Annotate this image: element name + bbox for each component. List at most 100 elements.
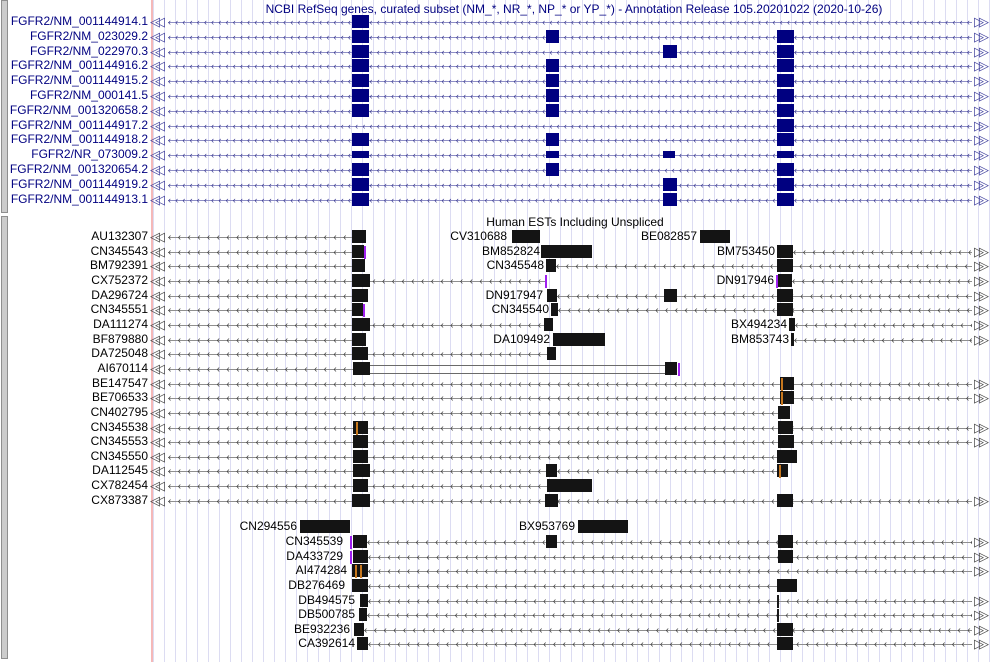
exon-box[interactable] (352, 259, 365, 272)
transcript-label[interactable]: FGFR2/NM_001144918.2 (10, 132, 148, 146)
est-accession-label[interactable]: CN345540 (491, 302, 549, 316)
est-accession-label[interactable]: DA111274 (93, 317, 148, 331)
exon-box[interactable] (777, 637, 793, 650)
intron-line[interactable]: ‹‹‹‹‹‹‹‹‹‹‹‹‹‹‹‹‹‹‹‹‹‹‹‹‹‹‹‹‹‹‹‹‹‹‹‹‹‹‹‹… (168, 31, 972, 44)
exon-box[interactable] (353, 550, 368, 563)
intron-line[interactable]: ‹‹‹‹‹‹‹‹‹‹‹‹‹‹‹‹‹‹‹‹‹‹‹‹‹‹‹‹‹‹‹‹‹‹‹‹‹‹‹‹… (168, 75, 972, 88)
exon-box[interactable] (546, 89, 559, 102)
exon-box[interactable] (353, 535, 367, 548)
exon-box[interactable] (352, 579, 368, 592)
transcript-label[interactable]: FGFR2/NR_073009.2 (31, 147, 148, 161)
intron-line[interactable]: ‹‹‹‹‹‹‹‹‹‹‹‹‹‹‹‹‹‹‹‹‹‹‹‹‹‹‹‹‹‹‹‹‹‹‹‹‹‹‹‹… (168, 495, 972, 508)
exon-box[interactable] (778, 435, 794, 448)
exon-box[interactable] (777, 259, 793, 272)
transcript-label[interactable]: FGFR2/NM_000141.5 (29, 88, 148, 102)
exon-box[interactable] (778, 274, 792, 287)
intron-line[interactable]: ‹‹‹‹‹‹‹‹‹‹‹‹‹‹‹‹‹‹‹‹‹‹‹‹‹‹‹‹‹‹ (794, 334, 972, 347)
exon-box[interactable] (352, 74, 369, 87)
intron-line[interactable]: ‹‹‹‹‹‹‹‹‹‹‹‹‹‹‹‹‹‹‹‹‹‹‹‹‹‹‹‹‹‹‹‹‹‹‹‹‹‹‹‹… (368, 565, 972, 578)
exon-box[interactable] (777, 89, 794, 102)
exon-box[interactable] (777, 494, 793, 507)
exon-box[interactable] (778, 406, 790, 419)
est-accession-label[interactable]: BM852824 (481, 244, 540, 258)
est-accession-label[interactable]: DN917947 (485, 288, 543, 302)
intron-line[interactable]: ‹‹‹‹‹‹‹‹‹‹‹‹‹‹‹‹‹‹‹‹‹‹‹‹‹‹‹‹‹‹‹‹‹‹‹‹‹‹‹‹… (557, 290, 972, 303)
intron-line[interactable]: ‹‹‹‹‹‹‹‹‹‹‹‹‹‹‹‹‹‹‹‹‹‹‹‹‹‹‹‹‹‹‹‹‹‹‹‹‹‹‹‹… (368, 551, 972, 564)
unspliced-double-line[interactable] (370, 365, 665, 374)
est-accession-label[interactable]: DN917946 (716, 273, 774, 287)
exon-box[interactable] (352, 347, 368, 360)
exon-box[interactable] (663, 151, 675, 158)
intron-line[interactable]: ‹‹‹‹‹‹‹‹‹‹‹‹‹‹‹‹‹‹‹‹‹‹‹‹‹‹‹‹‹‹‹‹‹‹‹‹‹‹‹‹… (168, 134, 972, 147)
exon-box[interactable] (352, 245, 364, 258)
exon-box[interactable] (547, 479, 592, 492)
est-accession-label[interactable]: DB494575 (298, 593, 355, 607)
exon-box[interactable] (545, 494, 558, 507)
transcript-label[interactable]: FGFR2/NM_001144915.2 (10, 73, 148, 87)
intron-line[interactable]: ‹‹‹‹‹‹‹‹‹‹‹‹‹‹‹‹‹‹‹‹‹‹‹‹‹‹‹‹‹‹‹‹‹‹‹‹‹‹‹‹… (168, 179, 972, 192)
est-accession-label[interactable]: BX494234 (730, 317, 787, 331)
exon-box[interactable] (352, 193, 369, 206)
exon-box[interactable] (546, 163, 559, 176)
exon-box[interactable] (546, 464, 557, 477)
exon-box[interactable] (544, 318, 553, 331)
transcript-label[interactable]: FGFR2/NM_001144917.2 (10, 118, 148, 132)
track-sidebar-refseq[interactable] (1, 0, 8, 213)
exon-box[interactable] (777, 151, 794, 158)
exon-box[interactable] (546, 151, 559, 158)
exon-box[interactable] (663, 45, 677, 58)
est-accession-label[interactable]: CN345538 (90, 420, 148, 434)
exon-box[interactable] (578, 520, 628, 533)
intron-line[interactable]: ‹‹‹‹‹‹‹‹‹‹‹‹‹‹‹‹‹‹‹‹‹‹‹‹‹‹‹‹‹‹ (792, 275, 972, 288)
est-accession-label[interactable]: CN345551 (90, 302, 148, 316)
intron-line[interactable]: ‹‹‹‹‹‹‹‹‹‹‹‹‹‹‹‹‹‹‹‹‹‹‹‹‹‹‹‹‹‹‹‹‹‹‹‹‹‹‹‹… (168, 465, 777, 478)
est-accession-label[interactable]: AI670114 (97, 361, 149, 375)
exon-box[interactable] (353, 435, 368, 448)
exon-box[interactable] (352, 333, 366, 346)
est-accession-label[interactable]: CN345539 (285, 534, 343, 548)
exon-box[interactable] (777, 133, 794, 146)
intron-line[interactable]: ‹‹‹‹‹‹‹‹‹‹‹‹‹‹‹‹‹‹‹‹‹‹‹‹‹‹‹‹‹‹‹‹‹‹‹‹‹‹‹‹… (168, 164, 972, 177)
exon-box[interactable] (664, 289, 677, 302)
intron-line[interactable]: ‹‹‹‹‹‹‹‹‹‹‹‹‹‹‹‹‹‹‹‹‹‹‹‹‹‹‹‹‹‹‹‹‹ (168, 260, 365, 273)
intron-line[interactable]: ‹‹‹‹‹‹‹‹‹‹‹‹‹‹‹‹‹‹‹‹‹‹‹‹‹‹‹‹‹‹‹‹‹‹‹‹‹‹‹‹… (168, 60, 972, 73)
exon-box[interactable] (777, 303, 793, 316)
transcript-label[interactable]: FGFR2/NM_001320654.2 (9, 162, 148, 176)
exon-box[interactable] (352, 274, 370, 287)
exon-box[interactable] (777, 30, 794, 43)
intron-line[interactable]: ‹‹‹‹‹‹‹‹‹‹‹‹‹‹‹‹‹‹‹‹‹‹‹‹‹‹‹‹‹‹‹‹‹‹‹‹‹‹‹‹… (168, 436, 972, 449)
exon-box[interactable] (777, 104, 794, 117)
intron-line[interactable]: ‹‹‹‹‹‹‹‹‹‹‹‹‹‹‹‹‹‹‹‹‹‹‹‹‹‹‹‹‹‹ (795, 319, 972, 332)
exon-box[interactable] (546, 133, 559, 146)
est-accession-label[interactable]: CX873387 (91, 493, 148, 507)
intron-line[interactable]: ‹‹‹‹‹‹‹‹‹‹‹‹‹‹‹‹‹‹‹‹‹‹‹‹‹‹‹‹‹‹‹‹‹‹‹‹‹‹‹‹… (168, 378, 972, 391)
intron-line[interactable]: ‹‹‹‹‹‹‹‹‹‹‹‹‹‹‹‹‹‹‹‹‹‹‹‹‹‹‹‹‹‹‹‹‹‹‹‹‹‹‹‹… (168, 105, 972, 118)
intron-line[interactable]: ‹‹‹‹‹‹‹‹‹‹‹‹‹‹‹‹‹‹‹‹‹‹‹‹‹‹‹‹‹‹‹‹‹‹‹‹‹‹‹‹… (368, 595, 972, 608)
exon-box[interactable] (352, 45, 369, 58)
exon-box[interactable] (352, 104, 369, 117)
exon-box[interactable] (352, 30, 369, 43)
exon-box[interactable] (352, 15, 369, 28)
exon-box[interactable] (778, 535, 793, 548)
exon-box[interactable] (777, 45, 794, 58)
est-accession-label[interactable]: CX752372 (91, 273, 148, 287)
exon-box[interactable] (357, 637, 368, 650)
transcript-label[interactable]: FGFR2/NM_001144914.1 (10, 14, 148, 28)
exon-box[interactable] (777, 74, 794, 87)
intron-line[interactable]: ‹‹‹‹‹‹‹‹‹‹‹‹‹‹‹‹‹‹‹‹‹‹‹‹‹‹‹‹‹‹‹‹‹‹‹‹‹‹‹‹… (368, 580, 777, 593)
exon-box[interactable] (353, 450, 368, 463)
exon-box[interactable] (553, 333, 605, 346)
exon-box[interactable] (777, 289, 793, 302)
exon-box[interactable] (546, 259, 556, 272)
exon-box[interactable] (354, 623, 364, 636)
exon-box[interactable] (777, 119, 794, 132)
intron-line[interactable]: ‹‹‹‹‹‹‹‹‹‹‹‹‹‹‹‹‹‹‹‹‹‹‹‹‹‹‹‹‹‹‹‹‹‹‹‹‹‹‹‹… (168, 392, 972, 405)
exon-box[interactable] (551, 303, 558, 316)
exon-box[interactable] (352, 151, 369, 158)
exon-box[interactable] (663, 193, 677, 206)
exon-box[interactable] (352, 289, 368, 302)
est-accession-label[interactable]: BE147547 (91, 376, 148, 390)
intron-line[interactable]: ‹‹‹‹‹‹‹‹‹‹‹‹‹‹‹‹‹‹‹‹‹‹‹‹‹‹‹‹‹‹‹‹‹‹‹‹‹‹‹‹… (168, 451, 777, 464)
intron-line[interactable]: ‹‹‹‹‹‹‹‹‹‹‹‹‹‹‹‹‹‹‹‹‹‹‹‹‹‹‹‹‹‹‹‹‹ (168, 304, 363, 317)
intron-line[interactable]: ‹‹‹‹‹‹‹‹‹‹‹‹‹‹‹‹‹‹‹‹‹‹‹‹‹‹‹‹‹‹‹‹‹‹‹‹‹‹‹‹… (168, 149, 972, 162)
